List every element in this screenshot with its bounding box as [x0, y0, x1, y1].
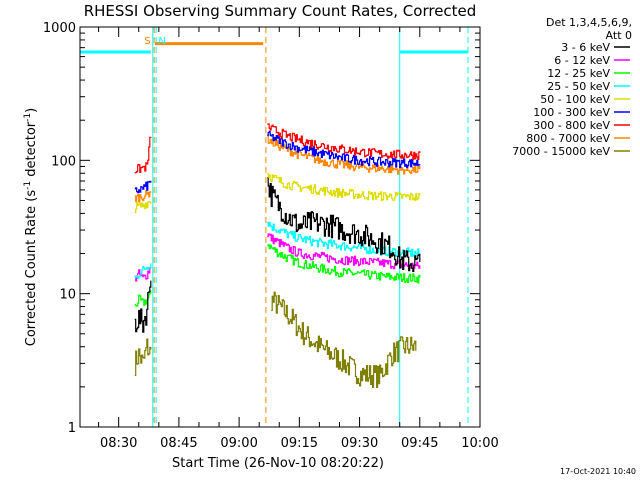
y-tick-label: 10: [59, 288, 76, 303]
x-tick-label: 09:30: [341, 436, 378, 451]
series-7000-15000-kev: [134, 291, 417, 388]
y-axis-label-sup-2: -1: [23, 113, 33, 122]
y-axis: 1 10 100 1000: [43, 21, 480, 436]
series-trace: [134, 280, 152, 333]
legend-label: 50 - 100 keV: [540, 93, 610, 106]
series-trace: [134, 180, 152, 194]
series-trace: [267, 134, 421, 175]
series-50-100-kev: [134, 172, 421, 214]
series-trace: [267, 172, 421, 201]
series-3-6-kev: [134, 177, 421, 333]
series-trace: [134, 136, 152, 174]
y-axis-label-sup-1: -1: [23, 181, 33, 190]
x-tick-label: 09:15: [281, 436, 318, 451]
y-tick-label: 1000: [43, 21, 76, 36]
legend-label: 7000 - 15000 keV: [512, 145, 610, 158]
series-300-800-kev: [134, 123, 421, 174]
legend-label: 3 - 6 keV: [561, 41, 610, 54]
legend-label: 300 - 800 keV: [533, 119, 610, 132]
y-axis-label-mid: detector: [24, 121, 39, 181]
x-tick-label: 08:30: [100, 436, 137, 451]
x-tick-label: 09:00: [220, 436, 257, 451]
y-axis-label-main: Corrected Count Rate (s: [24, 190, 39, 347]
series-25-50-kev: [134, 221, 421, 279]
series-trace: [267, 177, 421, 272]
x-axis-label: Start Time (26-Nov-10 08:20:22): [172, 456, 384, 471]
series-trace: [267, 233, 421, 270]
series-trace: [134, 201, 152, 214]
legend-label: 800 - 7000 keV: [526, 132, 610, 145]
series-trace: [267, 221, 421, 257]
series-trace: [134, 190, 152, 203]
x-axis: 08:30 08:45 09:00 09:15 09:30 09:45 10:00: [98, 27, 499, 451]
series-trace: [134, 290, 152, 307]
series-layer: [134, 123, 421, 388]
y-axis-label-close: ): [24, 108, 39, 113]
chart-title: RHESSI Observing Summary Count Rates, Co…: [84, 2, 477, 20]
x-tick-label: 08:45: [160, 436, 197, 451]
legend-label: 12 - 25 keV: [547, 67, 610, 80]
x-tick-label: 10:00: [461, 436, 498, 451]
series-trace: [134, 338, 152, 376]
flag-label: S: [144, 36, 150, 47]
series-trace: [134, 263, 152, 279]
series-trace: [271, 291, 417, 388]
series-trace: [267, 244, 421, 284]
series-trace: [267, 130, 421, 168]
legend-label: 25 - 50 keV: [547, 80, 610, 93]
series-800-7000-kev: [134, 134, 421, 203]
legend-header-line-2: Att 0: [606, 29, 632, 42]
footer-timestamp: 17-Oct-2021 10:40: [560, 467, 636, 476]
x-tick-label: 09:45: [401, 436, 438, 451]
series-100-300-kev: [134, 130, 421, 194]
series-trace: [267, 123, 421, 160]
plot-frame: [79, 26, 481, 428]
y-tick-label: 1: [68, 421, 76, 436]
y-tick-label: 100: [51, 154, 76, 169]
legend-label: 100 - 300 keV: [533, 106, 610, 119]
series-12-25-kev: [134, 244, 421, 307]
legend-header-line-1: Det 1,3,4,5,6,9,: [546, 16, 632, 29]
y-axis-label: Corrected Count Rate (s-1 detector-1): [23, 108, 39, 346]
legend-label: 6 - 12 keV: [554, 54, 610, 67]
flag-label: N: [158, 36, 165, 47]
